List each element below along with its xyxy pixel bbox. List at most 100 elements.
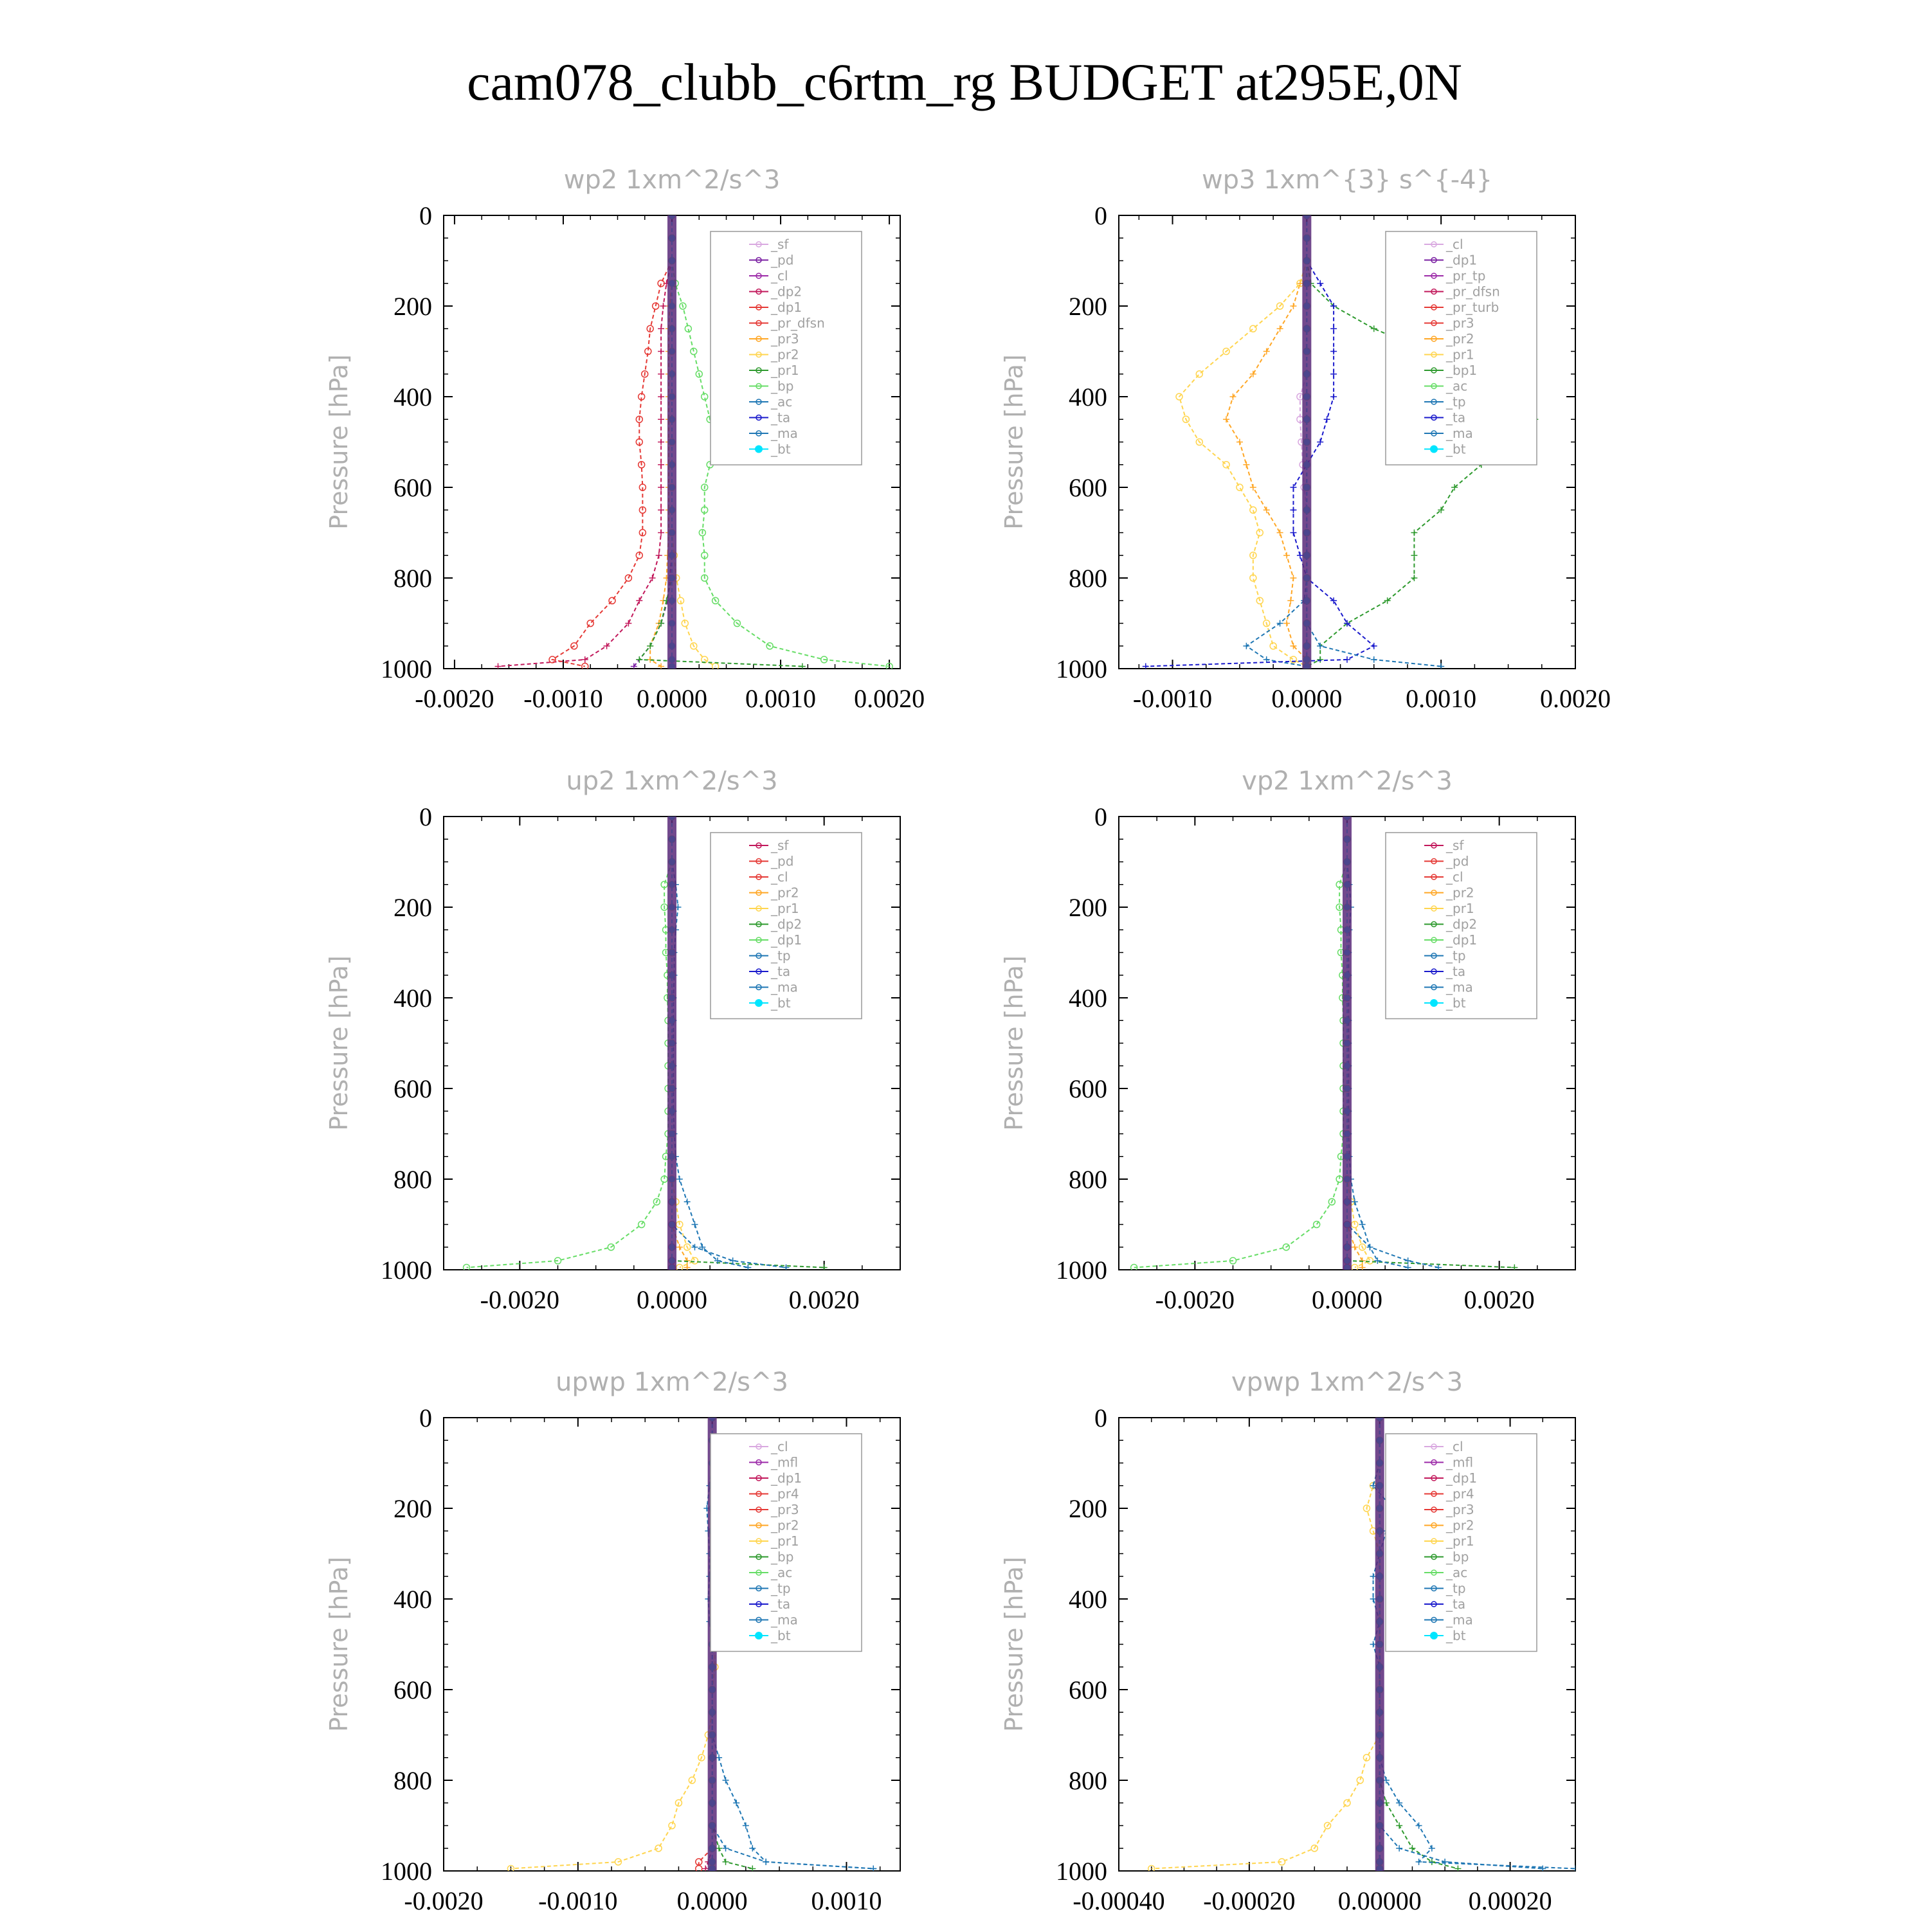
- data-point: [690, 347, 698, 356]
- series-line: [498, 215, 673, 667]
- x-tick-label: -0.0010: [1133, 684, 1212, 713]
- data-point: [638, 483, 647, 491]
- legend-marker: [1431, 336, 1437, 342]
- legend-marker: [1431, 288, 1437, 295]
- legend-marker: [755, 999, 763, 1007]
- legend-label: _dp1: [1445, 253, 1477, 268]
- series-line: [1178, 215, 1308, 667]
- legend-label: _pr1: [1445, 347, 1474, 363]
- y-tick-label: 800: [394, 1165, 432, 1194]
- legend-label: _bt: [770, 995, 791, 1011]
- data-point: [679, 302, 687, 310]
- y-tick-label: 400: [394, 984, 432, 1013]
- legend-label: _pd: [1445, 854, 1469, 869]
- legend-marker: [1431, 1616, 1437, 1623]
- data-point: [630, 663, 637, 669]
- data-point: [722, 1845, 729, 1852]
- x-tick-label: 0.0010: [811, 1886, 882, 1915]
- series-line: [511, 1418, 720, 1870]
- data-point: [1290, 484, 1297, 491]
- series-dp1: [462, 817, 676, 1270]
- legend-marker: [756, 367, 762, 374]
- data-point: [1370, 325, 1377, 332]
- data-point: [1366, 1243, 1373, 1250]
- data-point: [607, 1243, 615, 1251]
- legend-label: _mfl: [1445, 1455, 1473, 1470]
- data-point: [637, 1220, 646, 1229]
- legend-marker: [756, 952, 762, 959]
- legend-marker: [756, 241, 762, 248]
- legend-label: _ta: [770, 1596, 790, 1612]
- x-tick-label: -0.00040: [1073, 1886, 1164, 1915]
- legend-label: _ta: [770, 964, 790, 979]
- series-pr2: [1223, 215, 1310, 669]
- data-point: [1539, 1865, 1546, 1871]
- legend-marker: [756, 842, 762, 849]
- data-point: [1130, 1263, 1138, 1270]
- y-tick-label: 800: [1069, 1766, 1107, 1795]
- legend-label: _dp2: [770, 917, 802, 932]
- legend-label: _cl: [1445, 1439, 1463, 1454]
- legend-marker: [756, 921, 762, 928]
- y-tick-label: 1000: [1056, 1857, 1107, 1886]
- data-point: [635, 438, 644, 446]
- data-point: [658, 484, 665, 491]
- y-tick-label: 600: [394, 473, 432, 502]
- legend-marker: [756, 430, 762, 437]
- data-point: [1289, 656, 1298, 664]
- legend-label: _bt: [1445, 995, 1466, 1011]
- figure-title: cam078_clubb_c6rtm_rg BUDGET at295E,0N: [467, 53, 1462, 111]
- data-point: [658, 416, 665, 423]
- data-point: [722, 1777, 729, 1783]
- legend-label: _cl: [1445, 869, 1463, 885]
- legend-label: _pr2: [1445, 331, 1474, 347]
- data-point: [698, 1754, 705, 1762]
- legend-label: _pr2: [770, 347, 799, 363]
- legend-label: _dp1: [1445, 1470, 1477, 1486]
- data-point: [636, 597, 643, 604]
- data-point: [647, 642, 654, 649]
- y-tick-label: 800: [1069, 564, 1107, 593]
- y-tick-label: 200: [1069, 893, 1107, 922]
- x-tick-label: -0.0020: [1155, 1285, 1235, 1314]
- legend-label: _sf: [1445, 838, 1464, 853]
- legend: _sf_pd_cl_pr2_pr1_dp2_dp1_tp_ta_ma_bt: [710, 832, 862, 1020]
- data-point: [699, 1243, 706, 1250]
- legend-marker: [756, 1616, 762, 1623]
- data-point: [581, 656, 588, 663]
- data-point: [1236, 438, 1243, 446]
- data-point: [745, 1264, 752, 1270]
- data-point: [1182, 415, 1190, 423]
- data-point: [1317, 642, 1324, 649]
- data-point: [1296, 552, 1303, 559]
- legend-marker: [1431, 1475, 1437, 1481]
- series-line: [1151, 1418, 1381, 1870]
- legend-label: _sf: [770, 838, 789, 853]
- legend-marker: [755, 1632, 763, 1639]
- data-point: [1223, 416, 1230, 423]
- data-point: [1147, 1864, 1155, 1871]
- data-point: [1229, 1257, 1237, 1265]
- legend-marker: [756, 874, 762, 880]
- legend-marker: [1430, 445, 1438, 453]
- legend-label: _bt: [770, 1628, 791, 1643]
- data-point: [1351, 1198, 1358, 1205]
- y-tick-label: 400: [1069, 984, 1107, 1013]
- chart-title: upwp 1xm^2/s^3: [556, 1368, 788, 1397]
- y-tick-label: 0: [1094, 1404, 1107, 1432]
- plot-area: [1142, 215, 1539, 669]
- data-point: [1363, 1504, 1371, 1512]
- data-point: [637, 393, 646, 401]
- series-line: [466, 817, 673, 1268]
- y-tick-label: 1000: [1056, 1256, 1107, 1285]
- legend-box: [710, 1433, 862, 1652]
- series-line: [671, 215, 890, 667]
- data-point: [655, 1845, 662, 1852]
- data-point: [783, 1264, 790, 1270]
- data-point: [1290, 529, 1297, 536]
- legend-label: _tp: [1445, 1581, 1466, 1596]
- legend-marker: [756, 1490, 762, 1497]
- legend-label: _ta: [1445, 410, 1465, 426]
- series-pr1: [1175, 215, 1311, 669]
